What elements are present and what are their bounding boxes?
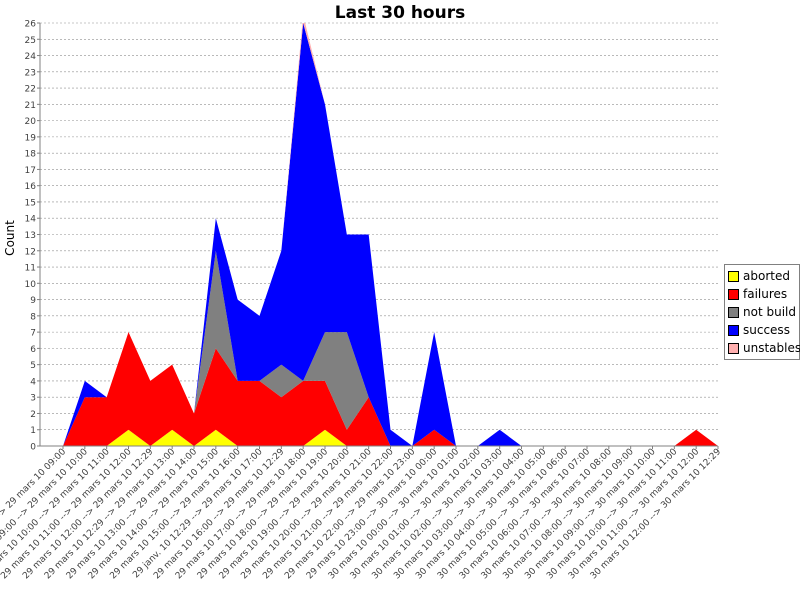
legend-label: failures [743,287,788,301]
legend-item-not-build: not build [725,303,799,321]
y-tick-label: 15 [25,198,36,208]
gridlines [40,22,718,447]
y-tick-label: 21 [25,101,36,111]
legend-swatch [728,306,739,318]
y-tick-label: 0 [30,443,36,453]
y-tick-label: 19 [25,133,37,143]
y-tick-label: 14 [25,215,37,225]
y-tick-label: 6 [30,345,36,355]
legend-swatch [728,270,739,282]
legend-item-unstables: unstables [725,339,800,357]
y-tick-label: 26 [25,20,37,30]
y-tick-label: 20 [25,117,37,127]
area-series [63,23,718,446]
legend-swatch [728,342,739,354]
legend-label: unstables [743,341,800,355]
y-tick-label: 5 [30,361,36,371]
legend: aborted failures not build success unstables [724,264,800,360]
y-tick-label: 23 [25,68,36,78]
legend-label: not build [743,305,796,319]
y-tick-label: 4 [30,377,36,387]
y-tick-labels: 0123456789101112131415161718192021222324… [25,20,40,453]
y-tick-label: 18 [25,150,37,160]
y-tick-label: 9 [30,296,36,306]
y-tick-label: 8 [30,312,36,322]
legend-label: aborted [743,269,790,283]
chart-title: Last 30 hours [335,3,465,23]
area-failures [63,332,718,446]
y-tick-label: 25 [25,36,36,46]
legend-item-failures: failures [725,285,799,303]
y-tick-label: 12 [25,247,36,257]
area-aborted [63,429,718,446]
y-tick-label: 3 [30,394,36,404]
y-tick-label: 1 [30,426,36,436]
y-tick-label: 10 [25,280,37,290]
y-tick-label: 13 [25,231,36,241]
y-tick-label: 2 [30,410,36,420]
y-tick-label: 22 [25,85,36,95]
y-axis-label: Count [3,220,17,256]
legend-label: success [743,323,790,337]
y-tick-label: 24 [25,52,37,62]
legend-item-success: success [725,321,799,339]
legend-swatch [728,288,739,300]
x-tick-labels: 29 mars 10 08:00 --> 29 mars 10 09:0029 … [0,446,723,581]
y-tick-label: 16 [25,182,37,192]
legend-item-aborted: aborted [725,267,799,285]
legend-swatch [728,324,739,336]
y-tick-label: 7 [30,329,36,339]
y-tick-label: 11 [25,264,36,274]
y-tick-label: 17 [25,166,36,176]
